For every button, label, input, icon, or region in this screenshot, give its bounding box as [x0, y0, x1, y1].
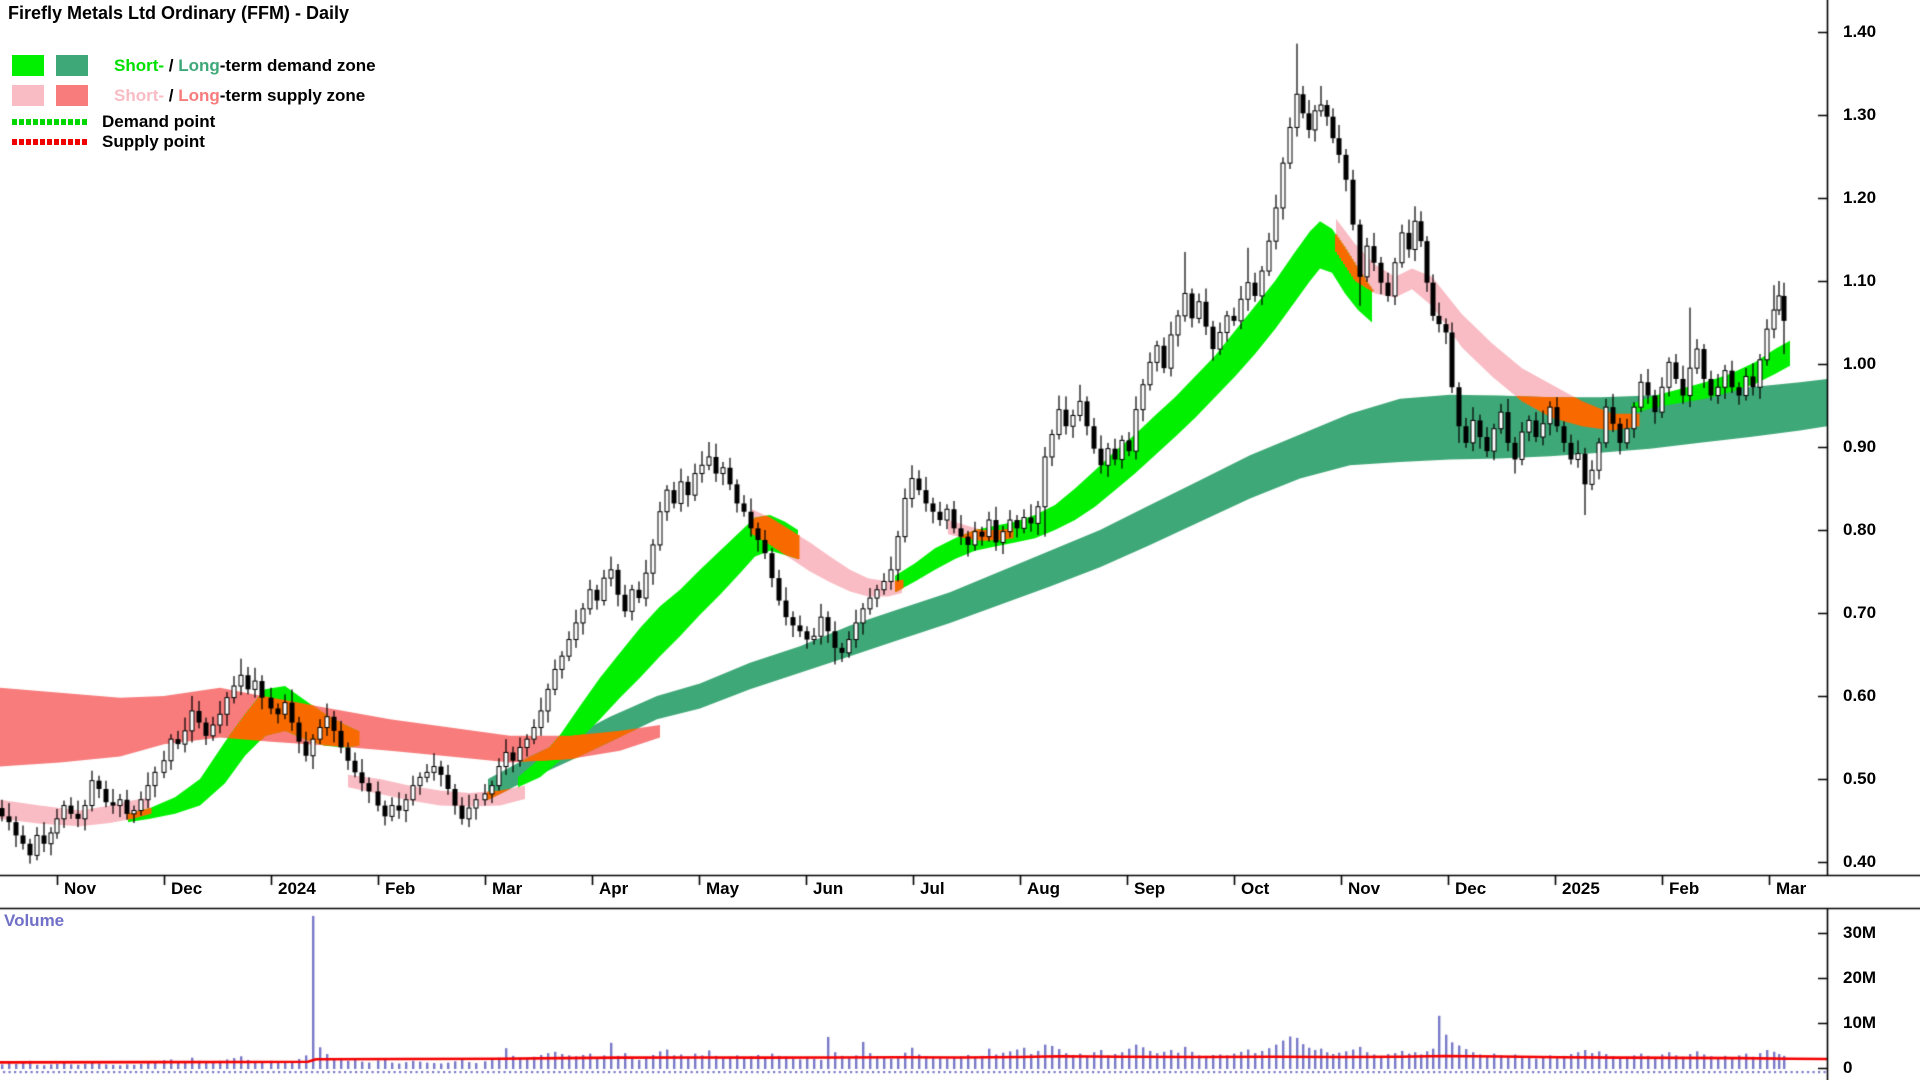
x-axis-label: Jul [920, 879, 945, 898]
x-axis-label: 2025 [1562, 879, 1600, 898]
demand-short-zone-swatch [12, 55, 44, 76]
volume-axis-label: 0 [1843, 1058, 1853, 1077]
x-axis-label: Sep [1134, 879, 1166, 898]
x-axis-label: Oct [1241, 879, 1270, 898]
price-axis-label: 1.10 [1843, 271, 1877, 290]
volume-axis-label: 20M [1843, 968, 1877, 987]
price-axis-label: 1.20 [1843, 188, 1877, 207]
legend-row-0: Short- / Long-term demand zone [12, 55, 376, 76]
x-axis-label: Feb [385, 879, 416, 898]
price-axis-label: 1.30 [1843, 105, 1877, 124]
legend-row-3: Supply point [12, 132, 376, 151]
demand-point-line-swatch [12, 119, 88, 125]
x-axis-label: Aug [1027, 879, 1061, 898]
x-axis-label: Nov [1348, 879, 1381, 898]
price-axis-label: 0.70 [1843, 603, 1877, 622]
x-axis-label: Dec [1455, 879, 1487, 898]
x-axis-label: Dec [171, 879, 203, 898]
x-axis-label: 2024 [278, 879, 316, 898]
chart-title: Firefly Metals Ltd Ordinary (FFM) - Dail… [8, 3, 350, 23]
legend-row-1: Short- / Long-term supply zone [12, 85, 376, 106]
volume-axis-label: 10M [1843, 1013, 1877, 1032]
x-axis-label: Mar [492, 879, 523, 898]
price-axis-label: 0.80 [1843, 520, 1877, 539]
volume-axis-label: 30M [1843, 923, 1877, 942]
x-axis-label: Nov [64, 879, 97, 898]
price-axis-label: 0.60 [1843, 686, 1877, 705]
x-axis-label: Feb [1669, 879, 1700, 898]
supply-point-line-swatch [12, 139, 88, 145]
legend-label: Demand point [102, 112, 216, 131]
legend-label: Short- / Long-term supply zone [114, 85, 366, 105]
supply-short-zone-swatch [12, 85, 44, 106]
demand-long-zone-swatch [56, 55, 88, 76]
price-axis-label: 0.50 [1843, 769, 1877, 788]
x-axis-label: Mar [1776, 879, 1807, 898]
x-axis-label: Jun [813, 879, 844, 898]
volume-panel-label: Volume [4, 911, 65, 930]
legend-row-2: Demand point [12, 112, 376, 131]
price-axis-label: 1.40 [1843, 22, 1877, 41]
supply-long-zone-swatch [56, 85, 88, 106]
price-axis-label: 0.40 [1843, 852, 1877, 871]
legend: Short- / Long-term demand zone Short- / L… [12, 55, 376, 155]
legend-label: Supply point [102, 132, 205, 151]
x-axis-label: May [706, 879, 740, 898]
price-axis-label: 1.00 [1843, 354, 1877, 373]
legend-label: Short- / Long-term demand zone [114, 55, 376, 75]
x-axis-label: Apr [599, 879, 629, 898]
price-axis-label: 0.90 [1843, 437, 1877, 456]
